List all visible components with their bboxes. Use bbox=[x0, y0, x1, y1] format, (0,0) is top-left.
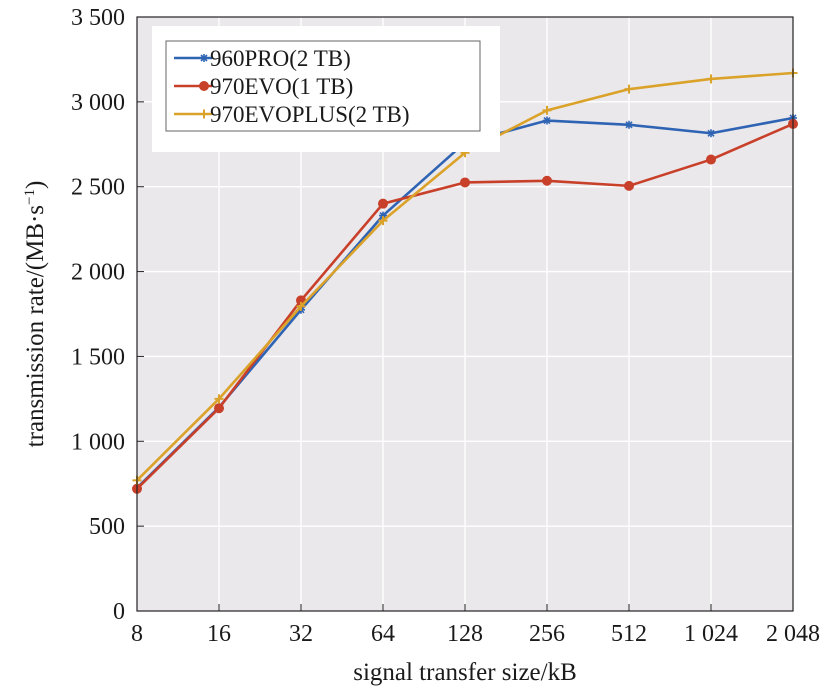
x-tick-label: 256 bbox=[529, 621, 565, 647]
x-tick-label: 2 048 bbox=[766, 621, 820, 647]
legend-entry-3: 970EVOPLUS(2 TB) bbox=[174, 102, 410, 127]
x-axis-label: signal transfer size/kB bbox=[353, 659, 577, 686]
data-point bbox=[543, 116, 551, 125]
y-axis-label: transmission rate/(MB·s−1) bbox=[22, 181, 49, 448]
data-point bbox=[624, 180, 634, 191]
legend-label: 970EVO(1 TB) bbox=[210, 74, 353, 99]
data-point bbox=[214, 394, 224, 404]
x-tick-label: 1 024 bbox=[684, 621, 738, 647]
y-tick-label: 1 000 bbox=[71, 429, 125, 455]
legend-label: 970EVOPLUS(2 TB) bbox=[210, 102, 410, 127]
y-tick-label: 2 000 bbox=[71, 260, 125, 286]
data-point bbox=[624, 84, 634, 94]
y-tick-label: 3 500 bbox=[71, 5, 125, 31]
axes: 8 16 32 64 128 256 512 1 024 2 048 0 500 1 000 1 500… bbox=[71, 5, 820, 647]
legend-box bbox=[165, 40, 481, 132]
legend-label: 960PRO(2 TB) bbox=[210, 46, 351, 71]
data-point bbox=[296, 301, 306, 311]
data-point bbox=[214, 403, 224, 414]
legend-entry-1: 960PRO(2 TB) bbox=[174, 46, 351, 71]
data-point bbox=[706, 74, 716, 84]
data-point bbox=[707, 129, 715, 138]
data-point bbox=[542, 105, 552, 115]
y-axis-label-exponent: −1 bbox=[22, 189, 38, 205]
data-point bbox=[460, 177, 470, 188]
x-tick-label: 16 bbox=[207, 621, 231, 647]
x-tick-label: 8 bbox=[131, 621, 143, 647]
series-2 bbox=[132, 118, 798, 494]
data-point bbox=[706, 154, 716, 165]
data-point bbox=[542, 175, 552, 186]
legend-entry-2: 970EVO(1 TB) bbox=[174, 74, 353, 99]
legend: 960PRO(2 TB) 970EVO(1 TB) 970EVOPLUS(2 TB) bbox=[152, 26, 500, 152]
y-tick-label: 1 500 bbox=[71, 344, 125, 370]
legend-marker bbox=[200, 54, 208, 62]
y-tick-label: 500 bbox=[89, 514, 125, 540]
data-point bbox=[378, 216, 388, 226]
data-point bbox=[378, 198, 388, 209]
legend-marker bbox=[199, 109, 209, 119]
x-tick-label: 128 bbox=[447, 621, 483, 647]
y-tick-label: 0 bbox=[113, 599, 125, 625]
x-tick-label: 512 bbox=[611, 621, 647, 647]
data-point bbox=[625, 120, 633, 129]
x-tick-label: 32 bbox=[289, 621, 313, 647]
legend-marker bbox=[199, 81, 209, 91]
y-tick-label: 2 500 bbox=[71, 175, 125, 201]
y-tick-label: 3 000 bbox=[71, 90, 125, 116]
x-tick-label: 64 bbox=[371, 621, 395, 647]
